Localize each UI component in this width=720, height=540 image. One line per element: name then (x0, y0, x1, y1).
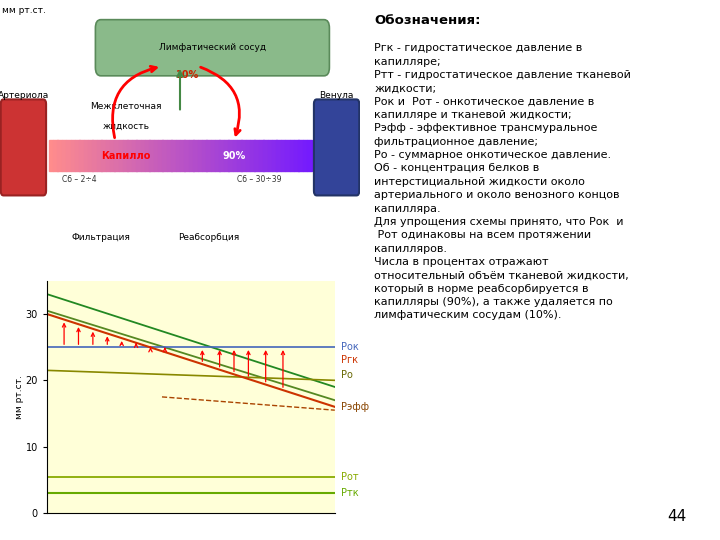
Bar (268, 140, 272, 171)
Bar (294, 140, 299, 171)
Bar (176, 140, 181, 171)
Bar (237, 140, 242, 171)
Bar (259, 140, 264, 171)
Bar (66, 140, 71, 171)
Bar (184, 140, 189, 171)
Text: Межклеточная: Межклеточная (90, 102, 162, 111)
Text: Фильтрация: Фильтрация (71, 233, 130, 242)
Bar (53, 140, 58, 171)
Bar (123, 140, 128, 171)
Bar (158, 140, 163, 171)
Text: Венула: Венула (320, 91, 354, 100)
Bar (189, 140, 194, 171)
Text: Рот: Рот (341, 471, 358, 482)
Bar (276, 140, 281, 171)
Y-axis label: мм рт.ст.: мм рт.ст. (15, 375, 24, 419)
Text: мм рт.ст.: мм рт.ст. (1, 5, 45, 15)
Text: 90%: 90% (222, 151, 246, 161)
Bar (71, 140, 76, 171)
Bar (224, 140, 228, 171)
Bar (298, 140, 303, 171)
Bar (281, 140, 285, 171)
Bar (202, 140, 207, 171)
Bar (110, 140, 114, 171)
Bar (246, 140, 251, 171)
Bar (145, 140, 150, 171)
Text: Ро: Ро (341, 370, 352, 380)
Bar (254, 140, 259, 171)
Bar (102, 140, 106, 171)
Bar (233, 140, 238, 171)
Bar (96, 140, 102, 171)
FancyBboxPatch shape (1, 99, 46, 195)
Text: 10%: 10% (176, 70, 199, 80)
Text: Обозначения:: Обозначения: (374, 14, 481, 26)
Bar (140, 140, 145, 171)
Bar (193, 140, 198, 171)
Text: Сб – 2÷4: Сб – 2÷4 (62, 175, 96, 184)
Bar (250, 140, 255, 171)
Text: Ргк: Ргк (341, 355, 358, 366)
Bar (132, 140, 137, 171)
Text: 44: 44 (667, 509, 686, 524)
Bar (167, 140, 171, 171)
Bar (149, 140, 154, 171)
Text: Ргк - гидростатическое давление в
капилляре;
Ртт - гидростатическое давление тка: Ргк - гидростатическое давление в капилл… (374, 43, 631, 320)
Bar (92, 140, 97, 171)
Text: Лимфатический сосуд: Лимфатический сосуд (159, 43, 266, 52)
Bar (163, 140, 167, 171)
Text: Ртк: Ртк (341, 488, 358, 498)
Text: Артериола: Артериола (0, 91, 49, 100)
Bar (154, 140, 158, 171)
Bar (114, 140, 119, 171)
Bar (285, 140, 290, 171)
Text: Рэфф: Рэфф (341, 402, 369, 412)
Bar (127, 140, 132, 171)
Bar (58, 140, 62, 171)
Bar (302, 140, 307, 171)
Bar (289, 140, 294, 171)
Text: Рок: Рок (341, 342, 359, 352)
Bar (272, 140, 276, 171)
Bar (136, 140, 141, 171)
Bar (62, 140, 66, 171)
FancyBboxPatch shape (95, 19, 330, 76)
Bar (207, 140, 211, 171)
Bar (180, 140, 185, 171)
Bar (215, 140, 220, 171)
Bar (211, 140, 215, 171)
Bar (307, 140, 312, 171)
Bar (106, 140, 110, 171)
Bar (197, 140, 202, 171)
Bar (220, 140, 224, 171)
FancyBboxPatch shape (314, 99, 359, 195)
Bar (49, 140, 53, 171)
Text: Капилло: Капилло (102, 151, 150, 161)
Bar (264, 140, 268, 171)
Bar (75, 140, 80, 171)
Bar (171, 140, 176, 171)
Text: Реабсорбция: Реабсорбция (178, 233, 240, 242)
Bar (79, 140, 84, 171)
Text: Сб – 30÷39: Сб – 30÷39 (237, 175, 282, 184)
Bar (241, 140, 246, 171)
Bar (84, 140, 89, 171)
Text: жидкость: жидкость (102, 122, 150, 131)
Bar (88, 140, 93, 171)
Bar (119, 140, 123, 171)
Bar (228, 140, 233, 171)
